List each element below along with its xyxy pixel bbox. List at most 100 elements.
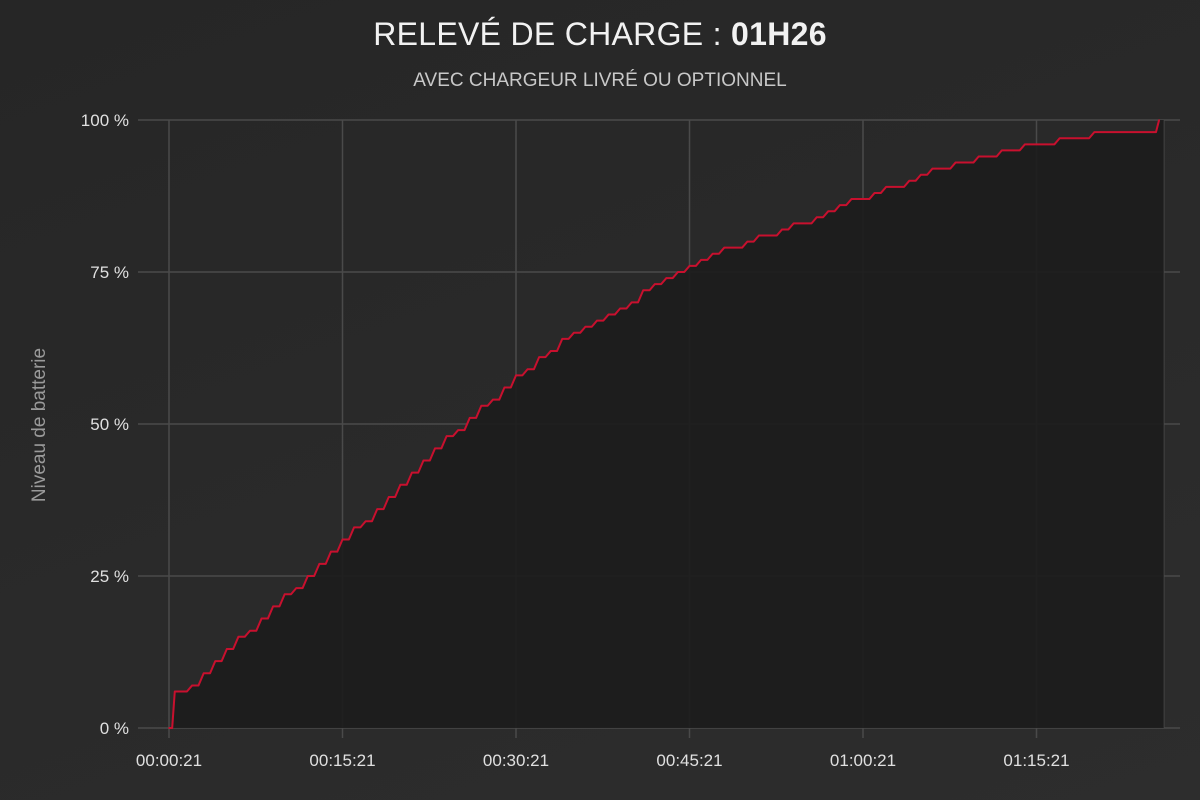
data-point — [272, 605, 274, 608]
data-point — [954, 161, 957, 164]
data-point — [839, 204, 841, 206]
data-point — [376, 508, 379, 510]
data-points — [168, 119, 1160, 729]
data-point — [538, 356, 540, 358]
data-point — [249, 629, 251, 632]
data-point — [330, 550, 332, 553]
data-point — [700, 259, 702, 261]
data-point — [237, 636, 240, 638]
data-point — [283, 593, 286, 596]
data-point — [526, 368, 529, 371]
data-point — [295, 587, 298, 589]
data-point — [677, 271, 679, 273]
data-point — [1105, 131, 1107, 133]
data-point — [688, 265, 691, 267]
data-point — [1081, 137, 1084, 140]
data-point — [665, 277, 668, 279]
data-point — [399, 484, 402, 486]
data-point — [457, 429, 459, 431]
data-point — [307, 575, 309, 577]
data-point — [908, 180, 911, 182]
data-point — [434, 447, 436, 450]
data-point — [850, 198, 853, 200]
data-point — [202, 672, 205, 675]
data-point — [468, 417, 471, 419]
data-point — [318, 563, 321, 565]
y-tick-label: 75 % — [90, 263, 129, 282]
data-point — [260, 617, 263, 620]
data-point — [1024, 143, 1026, 146]
x-tick-label: 00:45:21 — [656, 751, 722, 770]
data-point — [989, 155, 992, 158]
x-tick-label: 00:30:21 — [483, 751, 549, 770]
y-tick-label: 0 % — [100, 719, 129, 738]
series-lines — [169, 119, 1161, 729]
x-tick-labels: 00:00:21 00:15:21 00:30:21 00:45:21 01:00:21… — [136, 751, 1070, 770]
data-point — [642, 289, 645, 292]
data-point — [607, 313, 610, 316]
data-point — [226, 648, 228, 650]
data-point — [1116, 131, 1119, 133]
data-point — [792, 222, 795, 225]
y-tick-labels: 0 % 25 % 50 % 75 % 100 % — [81, 111, 129, 738]
data-point — [341, 538, 344, 541]
data-point — [1158, 119, 1160, 121]
area-under-curve — [169, 120, 1164, 728]
data-point — [873, 192, 876, 194]
data-point — [619, 307, 621, 310]
data-point — [573, 332, 575, 334]
y-tick-label: 50 % — [90, 415, 129, 434]
data-point — [168, 727, 170, 729]
data-point — [353, 526, 355, 529]
data-point — [1070, 137, 1072, 140]
x-tick-label: 00:00:21 — [136, 751, 202, 770]
y-tick-label: 25 % — [90, 567, 129, 586]
data-point — [214, 660, 217, 662]
data-point — [815, 216, 818, 219]
data-point — [422, 459, 425, 462]
data-point — [746, 240, 749, 243]
data-point — [654, 283, 656, 285]
data-point — [1058, 137, 1061, 140]
data-point — [1151, 131, 1153, 133]
data-point — [191, 684, 193, 687]
data-point — [734, 246, 737, 249]
data-point — [387, 496, 390, 498]
chart-title-prefix: RELEVÉ DE CHARGE : — [373, 16, 731, 52]
chart-subtitle: AVEC CHARGEUR LIVRÉ OU OPTIONNEL — [413, 70, 787, 91]
data-point — [503, 386, 506, 389]
data-point — [445, 435, 448, 437]
data-point — [549, 350, 552, 352]
data-point — [1047, 143, 1049, 146]
data-point — [711, 252, 714, 255]
data-point — [1128, 131, 1130, 133]
data-point — [515, 374, 517, 377]
y-tick-label: 100 % — [81, 111, 129, 130]
data-point — [943, 167, 945, 170]
data-point — [827, 210, 830, 212]
chart-title-value: 01H26 — [731, 16, 827, 52]
data-point — [896, 186, 899, 188]
data-point — [758, 234, 760, 237]
data-point — [1012, 149, 1015, 152]
data-point — [173, 690, 176, 693]
data-point — [804, 222, 806, 225]
data-point — [931, 167, 934, 170]
data-point — [885, 186, 887, 188]
data-point — [966, 161, 968, 164]
data-point — [1001, 149, 1003, 152]
data-point — [584, 325, 587, 328]
data-point — [364, 520, 367, 523]
data-point — [411, 471, 413, 474]
data-point — [480, 404, 483, 407]
data-point — [179, 690, 182, 693]
data-point — [1035, 143, 1038, 146]
data-point — [561, 338, 564, 340]
data-point — [492, 398, 494, 401]
data-point — [781, 228, 783, 231]
x-tick-label: 01:15:21 — [1003, 751, 1069, 770]
data-point — [977, 155, 980, 158]
data-point — [630, 301, 633, 304]
data-point — [769, 234, 772, 237]
